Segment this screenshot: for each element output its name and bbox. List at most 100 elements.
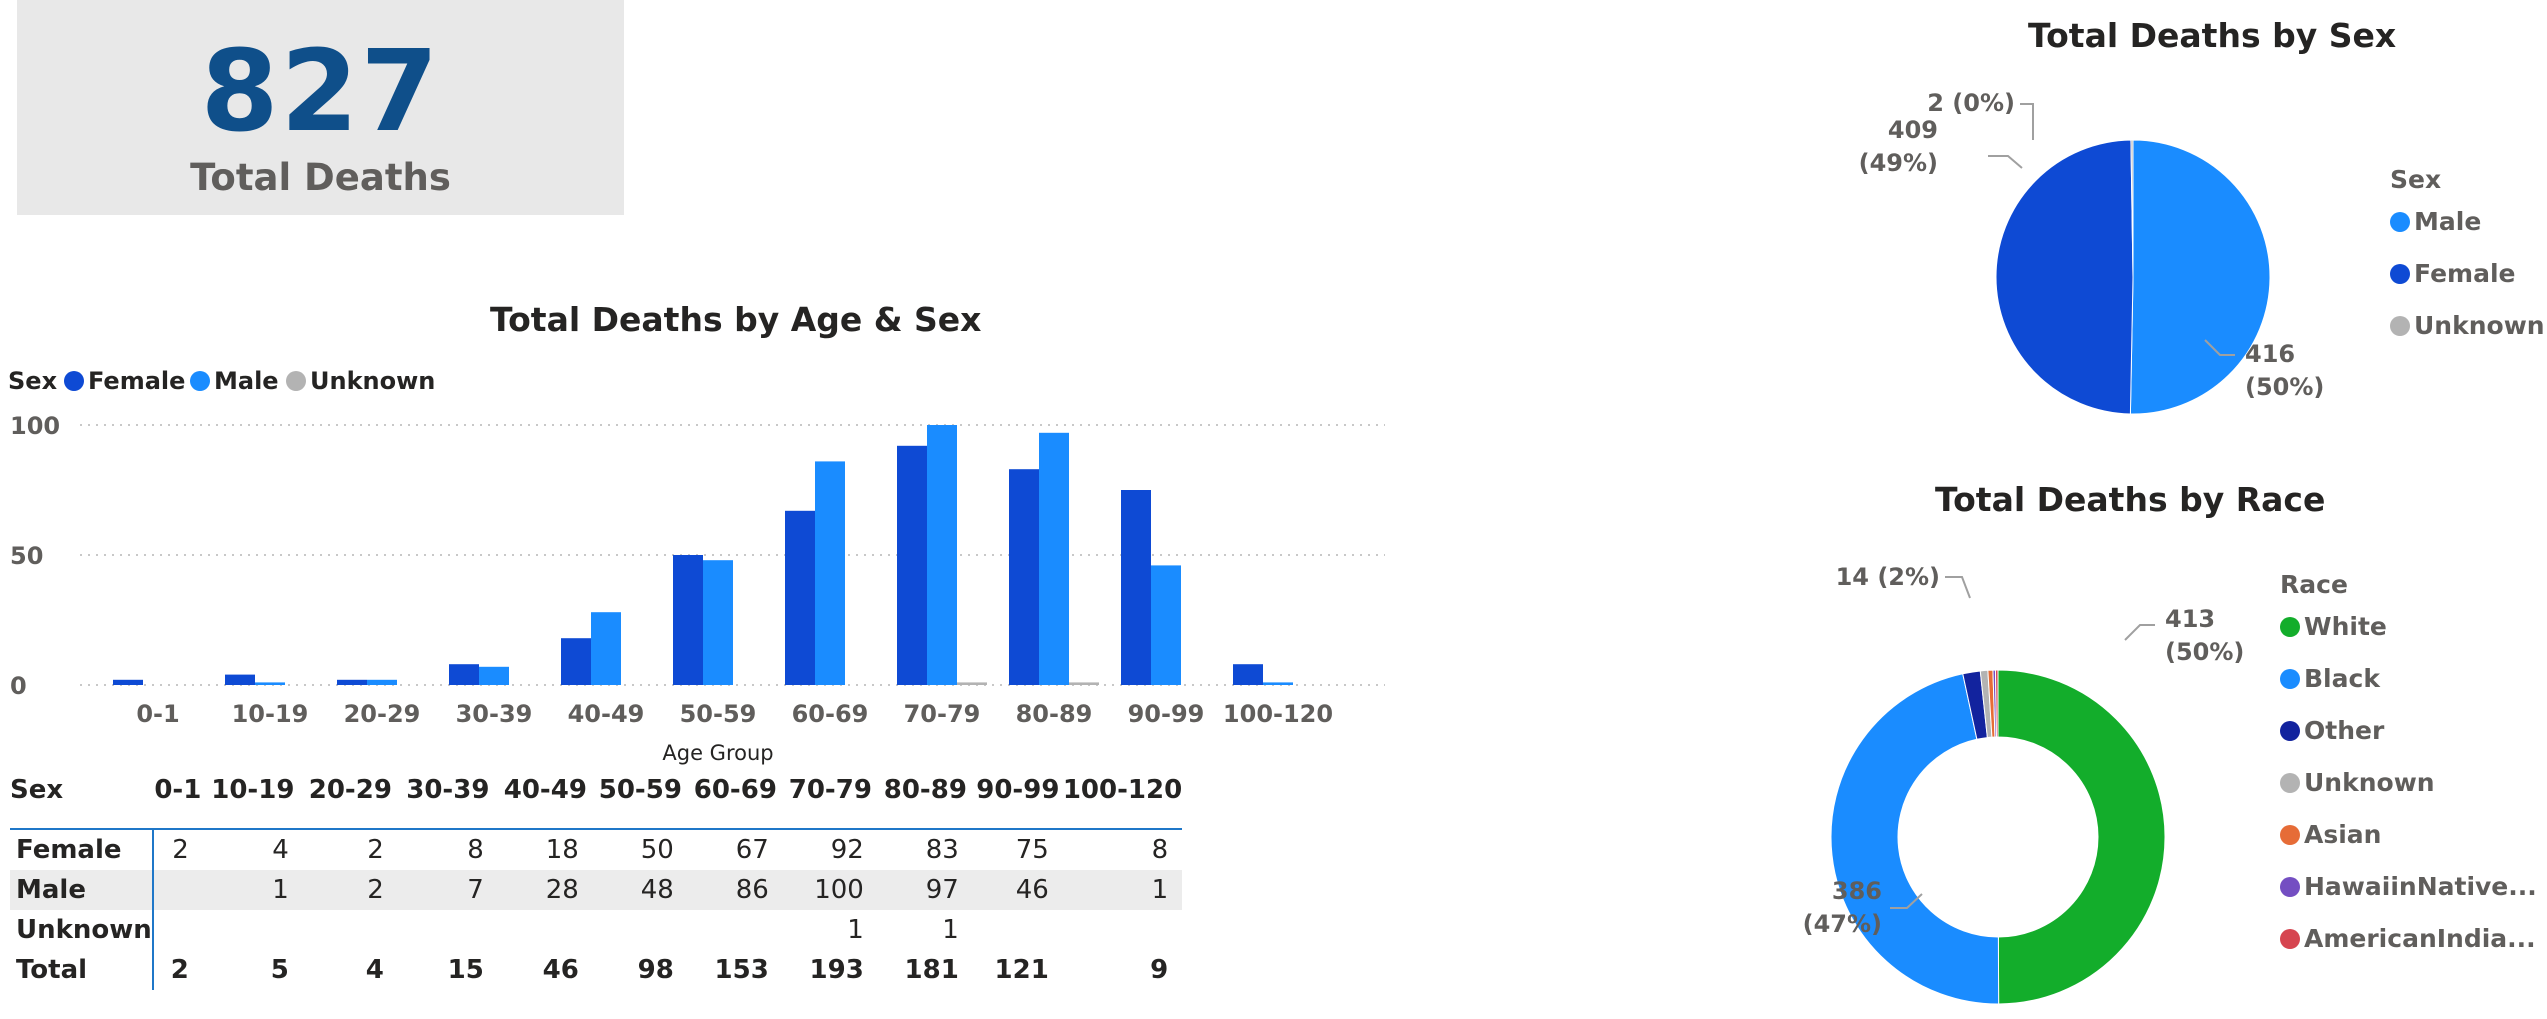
- matrix-header-row: Sex 0-1 10-19 20-29 30-39 40-49 50-59 60-69 70-7…: [10, 770, 1182, 829]
- bar-female-70-79[interactable]: [897, 445, 927, 685]
- bar-legend-item-female[interactable]: Female: [64, 367, 185, 395]
- bar-chart: Sex Female Male Unknown 0 50 100 0-1 10-19 20-29 3…: [8, 367, 1385, 765]
- leader-line: [2204, 339, 2235, 356]
- y-tick-label: 100: [10, 412, 60, 440]
- matrix-row: Unknown 1 1: [10, 910, 1182, 950]
- bar-female-80-89[interactable]: [1009, 469, 1039, 685]
- bar-legend-item-unknown[interactable]: Unknown: [286, 367, 435, 395]
- bar-male-100-120[interactable]: [1263, 682, 1293, 685]
- matrix-cell: 98: [637, 955, 674, 985]
- slice-male[interactable]: [2129, 139, 2271, 415]
- matrix-cell: 193: [809, 955, 864, 985]
- bar-female-0-1[interactable]: [113, 679, 143, 685]
- bar-female-50-59[interactable]: [673, 555, 703, 685]
- matrix-column-header[interactable]: 20-29: [308, 775, 392, 805]
- legend-item-unknown[interactable]: Unknown: [2390, 311, 2545, 340]
- matrix-column-header[interactable]: 70-79: [788, 775, 872, 805]
- matrix-row: Total 2 5 4 15 46 98 153 193 181 121 9: [10, 950, 1182, 990]
- matrix-cell: [498, 910, 593, 950]
- matrix-cell: 2: [152, 828, 203, 870]
- data-label: 2 (0%): [1927, 89, 2015, 117]
- matrix-row: Male 1 2 7 28 48 86 100 97 46 1: [10, 870, 1183, 910]
- legend-title: Race: [2280, 570, 2348, 599]
- bar-unknown-80-89[interactable]: [1069, 682, 1099, 685]
- race-donut-chart: 413 (50%) 386 (47%) 14 (2%) Race White Black Oth…: [1803, 563, 2537, 1005]
- bar-male-80-89[interactable]: [1039, 432, 1069, 685]
- matrix-cell: 97: [877, 870, 973, 910]
- matrix-row-header[interactable]: Female: [10, 828, 154, 870]
- matrix-column-header[interactable]: 0-1: [154, 775, 202, 805]
- bar-male-90-99[interactable]: [1151, 565, 1181, 685]
- data-label-pct: (49%): [1859, 149, 1938, 177]
- matrix-column-header[interactable]: 50-59: [598, 775, 682, 805]
- y-tick-label: 0: [10, 672, 27, 700]
- matrix-cell: 28: [497, 870, 593, 910]
- slice-black[interactable]: [1830, 673, 2000, 1005]
- matrix-cell: [152, 870, 203, 910]
- legend-item-male[interactable]: Male: [2390, 207, 2481, 236]
- slice-female[interactable]: [1995, 139, 2134, 415]
- matrix-cell: [153, 910, 203, 950]
- slice-unknown[interactable]: [2130, 139, 2134, 278]
- matrix-cell: 8: [1062, 828, 1183, 870]
- bar-female-10-19[interactable]: [225, 674, 255, 685]
- leader-line: [1945, 576, 1971, 599]
- bar-unknown-70-79[interactable]: [957, 682, 987, 685]
- bar-female-40-49[interactable]: [561, 638, 591, 685]
- legend-item-unknown[interactable]: Unknown: [2280, 768, 2435, 797]
- slice-americanindia[interactable]: [1994, 669, 1999, 738]
- bar-male-40-49[interactable]: [591, 612, 621, 685]
- matrix-column-header[interactable]: 30-39: [406, 775, 490, 805]
- matrix-row-header[interactable]: Unknown: [10, 910, 154, 950]
- data-label: 386: [1832, 877, 1882, 905]
- bar-female-60-69[interactable]: [785, 510, 815, 685]
- sex-pie-chart: 416 (50%) 409 (49%) 2 (0%) Sex Male Female Unkno…: [1859, 89, 2545, 415]
- x-tick-label: 80-89: [1016, 700, 1093, 728]
- matrix-column-header[interactable]: 100-120: [1062, 775, 1183, 805]
- data-label: 413: [2165, 605, 2215, 633]
- legend-item-white[interactable]: White: [2280, 612, 2387, 641]
- legend-item-other[interactable]: Other: [2280, 716, 2385, 745]
- legend-label: Unknown: [310, 367, 435, 395]
- bar-female-30-39[interactable]: [449, 664, 479, 685]
- matrix-column-header[interactable]: 10-19: [211, 775, 295, 805]
- matrix-cell: 2: [302, 828, 398, 870]
- sex-pie-title: Total Deaths by Sex: [2028, 16, 2397, 55]
- legend-marker: [2280, 773, 2300, 793]
- leader-line: [2124, 624, 2155, 641]
- legend-item-hawaiinnative[interactable]: HawaiinNative...: [2280, 872, 2537, 901]
- bar-legend-item-male[interactable]: Male: [190, 367, 279, 395]
- data-label: 409: [1888, 116, 1938, 144]
- legend-marker: [64, 371, 84, 391]
- legend-marker: [2280, 825, 2300, 845]
- legend-item-female[interactable]: Female: [2390, 259, 2515, 288]
- matrix-row-header[interactable]: Total: [10, 950, 154, 990]
- matrix-row-header[interactable]: Male: [10, 870, 154, 910]
- matrix-cell: 46: [972, 870, 1063, 910]
- matrix-cell: 5: [270, 955, 289, 985]
- matrix-column-header[interactable]: 80-89: [883, 775, 967, 805]
- matrix-cell: [303, 910, 398, 950]
- slice-white[interactable]: [1997, 669, 2166, 1005]
- legend-label: Male: [2414, 207, 2481, 236]
- legend-item-asian[interactable]: Asian: [2280, 820, 2381, 849]
- y-tick-label: 50: [10, 542, 43, 570]
- bar-male-20-29[interactable]: [367, 679, 397, 685]
- matrix-column-header[interactable]: 40-49: [503, 775, 587, 805]
- matrix-cell: 121: [994, 955, 1049, 985]
- legend-label: Asian: [2304, 820, 2381, 849]
- bar-male-50-59[interactable]: [703, 560, 733, 685]
- bar-male-60-69[interactable]: [815, 461, 845, 685]
- bar-male-30-39[interactable]: [479, 666, 509, 685]
- legend-label: Black: [2304, 664, 2381, 693]
- bar-female-20-29[interactable]: [337, 679, 367, 685]
- bar-male-10-19[interactable]: [255, 682, 285, 685]
- matrix-row: Female 2 4 2 8 18 50 67 92 83 75 8: [10, 828, 1183, 870]
- legend-item-black[interactable]: Black: [2280, 664, 2381, 693]
- legend-item-americanindia[interactable]: AmericanIndia...: [2280, 924, 2536, 953]
- matrix-column-header[interactable]: 60-69: [693, 775, 777, 805]
- matrix-column-header[interactable]: 90-99: [976, 775, 1060, 805]
- bar-female-90-99[interactable]: [1121, 490, 1151, 685]
- bar-male-70-79[interactable]: [927, 425, 957, 685]
- bar-female-100-120[interactable]: [1233, 664, 1263, 685]
